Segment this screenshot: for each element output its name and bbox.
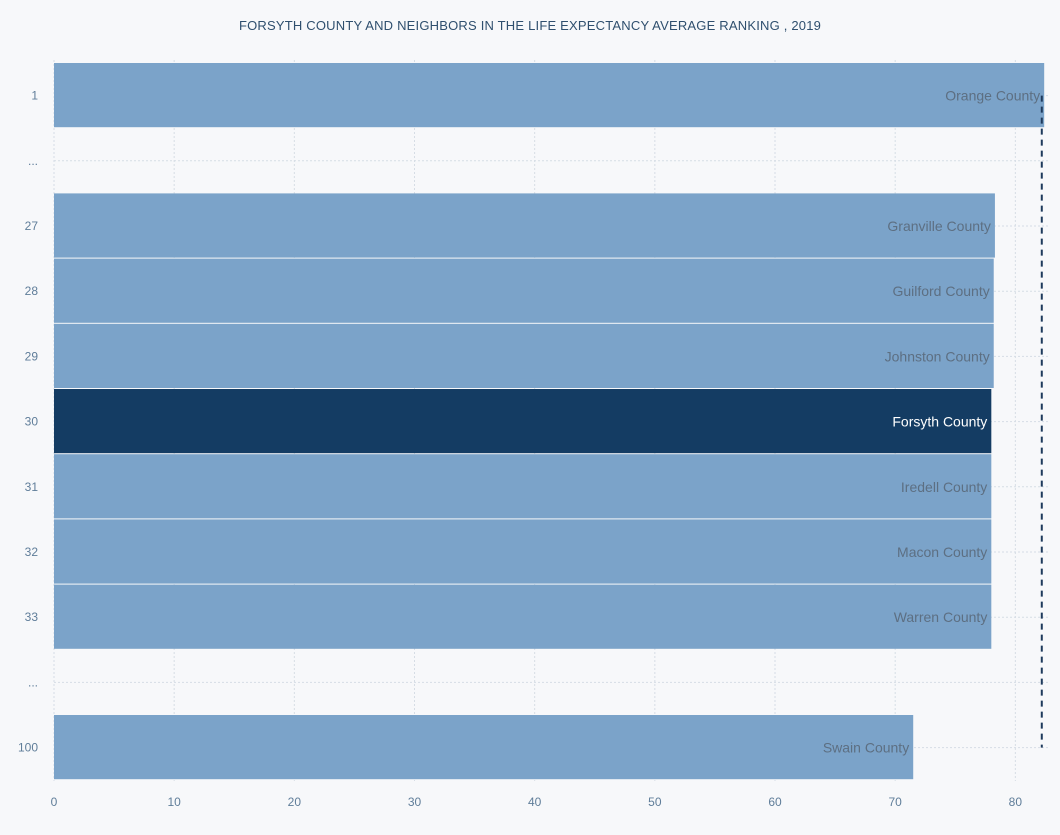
rank-tick-label: ... <box>28 675 38 689</box>
bar <box>54 389 992 454</box>
bar-label: Granville County <box>887 218 991 234</box>
bar <box>54 63 1045 128</box>
x-tick-label: 0 <box>51 795 58 809</box>
rank-tick-label: 29 <box>25 349 39 363</box>
bar-label: Iredell County <box>901 479 987 495</box>
bar <box>54 584 992 649</box>
rank-tick-label: 28 <box>25 284 39 298</box>
x-tick-label: 20 <box>288 795 302 809</box>
bar-label: Forsyth County <box>892 414 987 430</box>
bar <box>54 519 992 584</box>
rank-tick-label: 32 <box>25 545 39 559</box>
x-tick-label: 40 <box>528 795 542 809</box>
x-tick-label: 70 <box>889 795 903 809</box>
bar-label: Orange County <box>945 88 1040 104</box>
x-tick-label: 60 <box>768 795 782 809</box>
bar <box>54 454 992 519</box>
bar-label: Swain County <box>823 740 909 756</box>
bar <box>54 323 994 388</box>
x-tick-label: 10 <box>167 795 181 809</box>
bar <box>54 193 995 258</box>
bar <box>54 258 994 323</box>
bar-label: Guilford County <box>892 283 989 299</box>
rank-tick-label: 27 <box>25 219 39 233</box>
rank-tick-label: 100 <box>18 741 38 755</box>
rank-tick-label: 33 <box>25 610 39 624</box>
rank-tick-label: ... <box>28 154 38 168</box>
bar-label: Johnston County <box>885 348 990 364</box>
x-tick-label: 30 <box>408 795 422 809</box>
x-tick-label: 80 <box>1009 795 1023 809</box>
x-tick-label: 50 <box>648 795 662 809</box>
rank-tick-label: 30 <box>25 415 39 429</box>
rank-tick-label: 1 <box>31 89 38 103</box>
bar-label: Warren County <box>894 609 988 625</box>
bar-label: Macon County <box>897 544 987 560</box>
chart-title: FORSYTH COUNTY AND NEIGHBORS IN THE LIFE… <box>238 18 822 33</box>
rank-tick-label: 31 <box>25 480 39 494</box>
bar <box>54 715 914 780</box>
